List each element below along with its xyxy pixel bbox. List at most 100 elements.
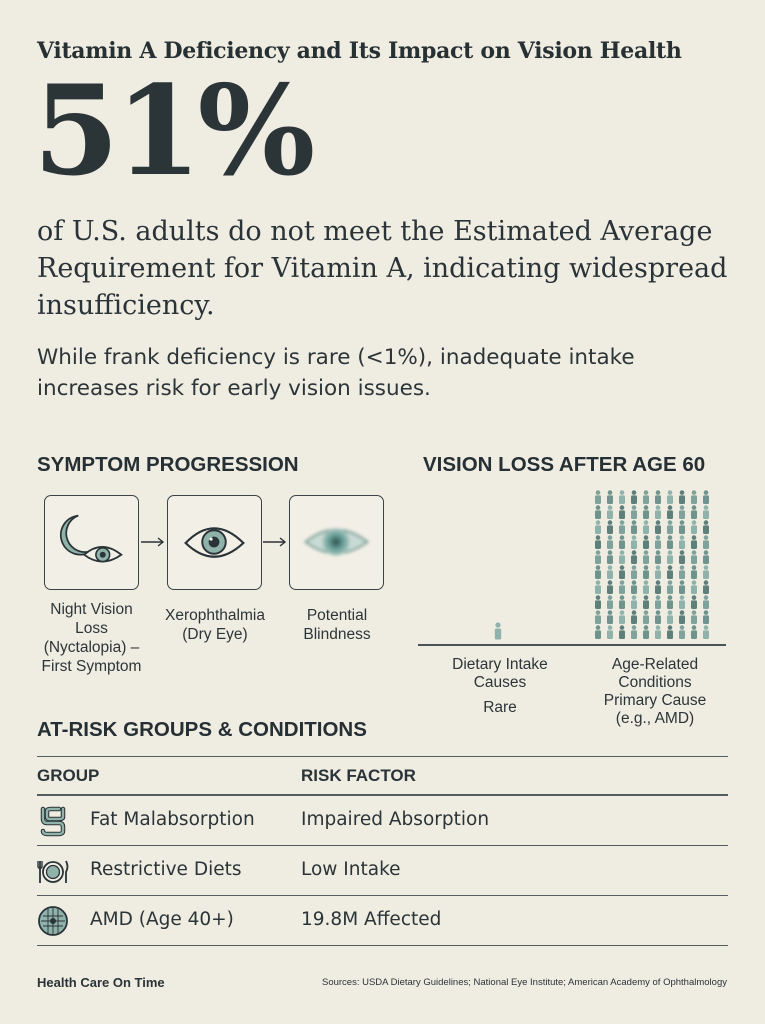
person-icon [607,565,613,579]
group-name: Fat Malabsorption [90,808,255,830]
person-icon [607,520,613,534]
person-icon [643,535,649,549]
person-icon [643,505,649,519]
person-icon [595,580,601,594]
person-icon [631,505,637,519]
eye-icon [184,527,245,558]
vision-loss-heading: VISION LOSS AFTER AGE 60 [423,453,706,476]
person-icon [631,595,637,609]
person-icon [655,550,661,564]
person-icon [691,490,697,504]
column-header-group: GROUP [37,766,100,786]
person-icon [667,580,673,594]
person-icon [631,580,637,594]
person-pictogram-grid [595,490,709,639]
person-icon [679,625,685,639]
person-icon [643,610,649,624]
person-icon [643,625,649,639]
person-icon [667,565,673,579]
table-divider [37,844,728,846]
retina-grid-icon [38,906,68,937]
person-icon [595,505,601,519]
headline-description: of U.S. adults do not meet the Estimated… [37,216,728,321]
person-icon [643,580,649,594]
arrow-right-icon [141,537,165,547]
person-icon [691,580,697,594]
table-divider [37,794,728,796]
person-icon [703,520,709,534]
person-icon [679,580,685,594]
person-icon [607,535,613,549]
person-icon [691,535,697,549]
symptom-step-blindness [289,495,384,590]
person-icon [655,610,661,624]
moon-eye-icon [59,514,123,563]
table-row: Fat Malabsorption Impaired Absorption [37,796,728,845]
person-icon [691,595,697,609]
person-icon [691,550,697,564]
person-icon [619,625,625,639]
vision-chart-baseline [418,644,726,646]
person-icon [703,580,709,594]
person-icon [667,490,673,504]
person-icon [595,535,601,549]
person-icon [703,610,709,624]
person-icon [595,520,601,534]
risk-factor: 19.8M Affected [301,909,442,931]
column-header-risk-factor: RISK FACTOR [301,766,416,786]
person-icon [667,625,673,639]
person-icon [607,610,613,624]
person-icon [703,505,709,519]
person-icon [655,535,661,549]
person-icon [667,595,673,609]
group-name: AMD (Age 40+) [90,909,234,931]
person-icon [607,505,613,519]
person-icon [619,520,625,534]
person-icon [703,550,709,564]
person-icon [631,520,637,534]
person-icon [679,595,685,609]
risk-table: GROUP RISK FACTOR Fat Malabsorption Impa… [37,756,728,947]
person-icon [619,565,625,579]
person-icon [703,625,709,639]
person-icon [679,505,685,519]
person-icon [631,625,637,639]
person-icon [619,535,625,549]
table-divider [37,894,728,897]
footer-sources: Sources: USDA Dietary Guidelines; Nation… [321,977,727,988]
person-icon [703,595,709,609]
main-title: Vitamin A Deficiency and Its Impact on V… [37,38,682,64]
person-icon [679,610,685,624]
person-icon [595,550,601,564]
person-icon [679,490,685,504]
person-icon [595,625,601,639]
arrow-right-icon [263,537,287,547]
person-icon [619,610,625,624]
sub-description: While frank deficiency is rare (<1%), in… [37,345,635,401]
symptom-label-blindness: Potential Blindness [303,607,371,643]
person-icon [667,550,673,564]
person-icon [631,610,637,624]
symptom-step-xerophthalmia [167,495,262,590]
person-icon [667,535,673,549]
table-divider [37,945,728,947]
blurred-eye-icon [304,528,369,556]
vision-label-age-related: Age-Related Conditions Primary Cause (e.… [603,656,707,727]
person-icon [494,622,502,640]
person-icon [607,625,613,639]
person-icon [619,580,625,594]
person-icon [595,565,601,579]
person-icon [643,490,649,504]
person-icon [619,595,625,609]
vision-label-dietary: Dietary Intake Causes Rare [440,656,560,717]
person-icon [619,490,625,504]
person-icon [667,610,673,624]
vision-label-rare: Rare [483,699,517,716]
person-icon [691,565,697,579]
person-icon [679,550,685,564]
person-icon [655,520,661,534]
person-icon [655,595,661,609]
person-icon [691,610,697,624]
person-icon [655,580,661,594]
table-header: GROUP RISK FACTOR [37,757,728,794]
